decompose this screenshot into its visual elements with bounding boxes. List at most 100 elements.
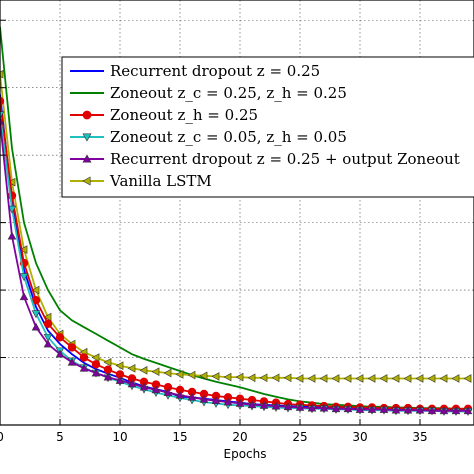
tick-layer: 0 5 10 15 20 25 30 35 — [0, 19, 428, 444]
data-point — [331, 374, 340, 383]
x-tick-label: 25 — [292, 430, 307, 444]
data-point — [355, 405, 365, 413]
series-2 — [0, 26, 468, 410]
data-point — [199, 371, 208, 381]
data-point — [211, 372, 220, 381]
data-point — [187, 392, 197, 401]
data-point — [91, 360, 101, 369]
data-point — [175, 370, 184, 379]
data-point — [247, 373, 256, 383]
data-point — [19, 245, 28, 254]
legend-box — [61, 56, 474, 198]
data-point — [43, 333, 53, 342]
data-point — [115, 376, 125, 384]
data-point — [31, 310, 41, 319]
x-tick-label: 35 — [412, 430, 427, 444]
data-point — [295, 374, 304, 383]
data-point — [451, 406, 461, 415]
data-point — [55, 349, 65, 358]
data-point — [367, 374, 376, 383]
data-point — [31, 322, 41, 331]
plot-frame — [0, 0, 474, 426]
data-point — [82, 110, 92, 120]
data-point — [0, 69, 4, 79]
data-point — [55, 333, 65, 342]
data-point — [199, 394, 209, 403]
data-point — [139, 366, 148, 375]
data-point — [79, 363, 89, 372]
data-point — [427, 374, 436, 383]
legend-label: Recurrent dropout z = 0.25 + output Zone… — [110, 150, 460, 168]
data-point — [415, 405, 425, 414]
data-point — [259, 373, 268, 383]
legend-entry: Zoneout z_c = 0.05, z_h = 0.05 — [70, 128, 347, 146]
data-point — [295, 403, 305, 411]
x-tick-label: 15 — [172, 430, 187, 444]
legend-label: Zoneout z_c = 0.05, z_h = 0.05 — [110, 128, 347, 146]
data-point — [139, 382, 149, 391]
data-point — [67, 343, 77, 352]
data-point — [0, 111, 5, 120]
data-point — [19, 273, 29, 282]
data-point — [319, 403, 329, 412]
data-point — [283, 402, 293, 411]
data-point — [223, 397, 233, 406]
data-point — [115, 361, 124, 370]
data-point — [19, 292, 29, 301]
data-point — [307, 374, 316, 383]
data-point — [439, 406, 449, 415]
data-point — [403, 405, 413, 414]
series-line — [0, 74, 468, 380]
data-point — [82, 133, 92, 142]
data-point — [427, 406, 437, 415]
data-point — [247, 400, 257, 409]
legend-entry: Zoneout z_h = 0.25 — [70, 106, 258, 124]
data-point — [43, 339, 53, 348]
data-point — [91, 368, 101, 377]
data-point — [343, 374, 352, 383]
data-point — [175, 390, 185, 399]
legend-label: Recurrent dropout z = 0.25 — [110, 62, 320, 80]
data-point — [451, 374, 460, 383]
data-point — [211, 396, 221, 405]
series-5 — [0, 117, 473, 415]
data-point — [403, 374, 412, 383]
series-line — [0, 121, 468, 412]
data-point — [43, 319, 53, 329]
legend-entry: Recurrent dropout z = 0.25 + output Zone… — [70, 150, 460, 168]
x-tick-label: 20 — [232, 430, 247, 444]
data-point — [82, 176, 91, 186]
legend-entry: Vanilla LSTM — [70, 172, 212, 190]
data-point — [283, 373, 292, 383]
data-point — [331, 404, 341, 413]
legend-label: Zoneout z_c = 0.25, z_h = 0.25 — [110, 84, 347, 102]
series-line — [0, 26, 468, 410]
x-tick-label: 10 — [112, 430, 127, 444]
x-axis-label: Epochs — [224, 447, 267, 461]
data-point — [7, 231, 17, 240]
data-point — [355, 374, 364, 383]
data-point — [271, 373, 280, 383]
data-point — [235, 372, 244, 382]
data-point — [367, 405, 377, 413]
data-point — [43, 312, 52, 322]
series-6 — [0, 69, 472, 383]
data-point — [163, 368, 172, 378]
legend-label: Zoneout z_h = 0.25 — [110, 106, 258, 124]
series-line — [0, 101, 468, 410]
data-point — [103, 372, 113, 381]
data-point — [103, 365, 113, 374]
data-point — [187, 370, 196, 380]
data-point — [127, 364, 136, 373]
data-point — [103, 357, 112, 367]
data-point — [7, 177, 16, 187]
series-layer — [0, 26, 473, 416]
data-point — [151, 367, 160, 377]
legend: Recurrent dropout z = 0.25 Zoneout z_c = … — [61, 56, 474, 198]
data-point — [379, 374, 388, 383]
data-point — [91, 353, 100, 362]
data-point — [415, 374, 424, 383]
legend-label: Vanilla LSTM — [109, 172, 212, 190]
data-point — [319, 374, 328, 383]
